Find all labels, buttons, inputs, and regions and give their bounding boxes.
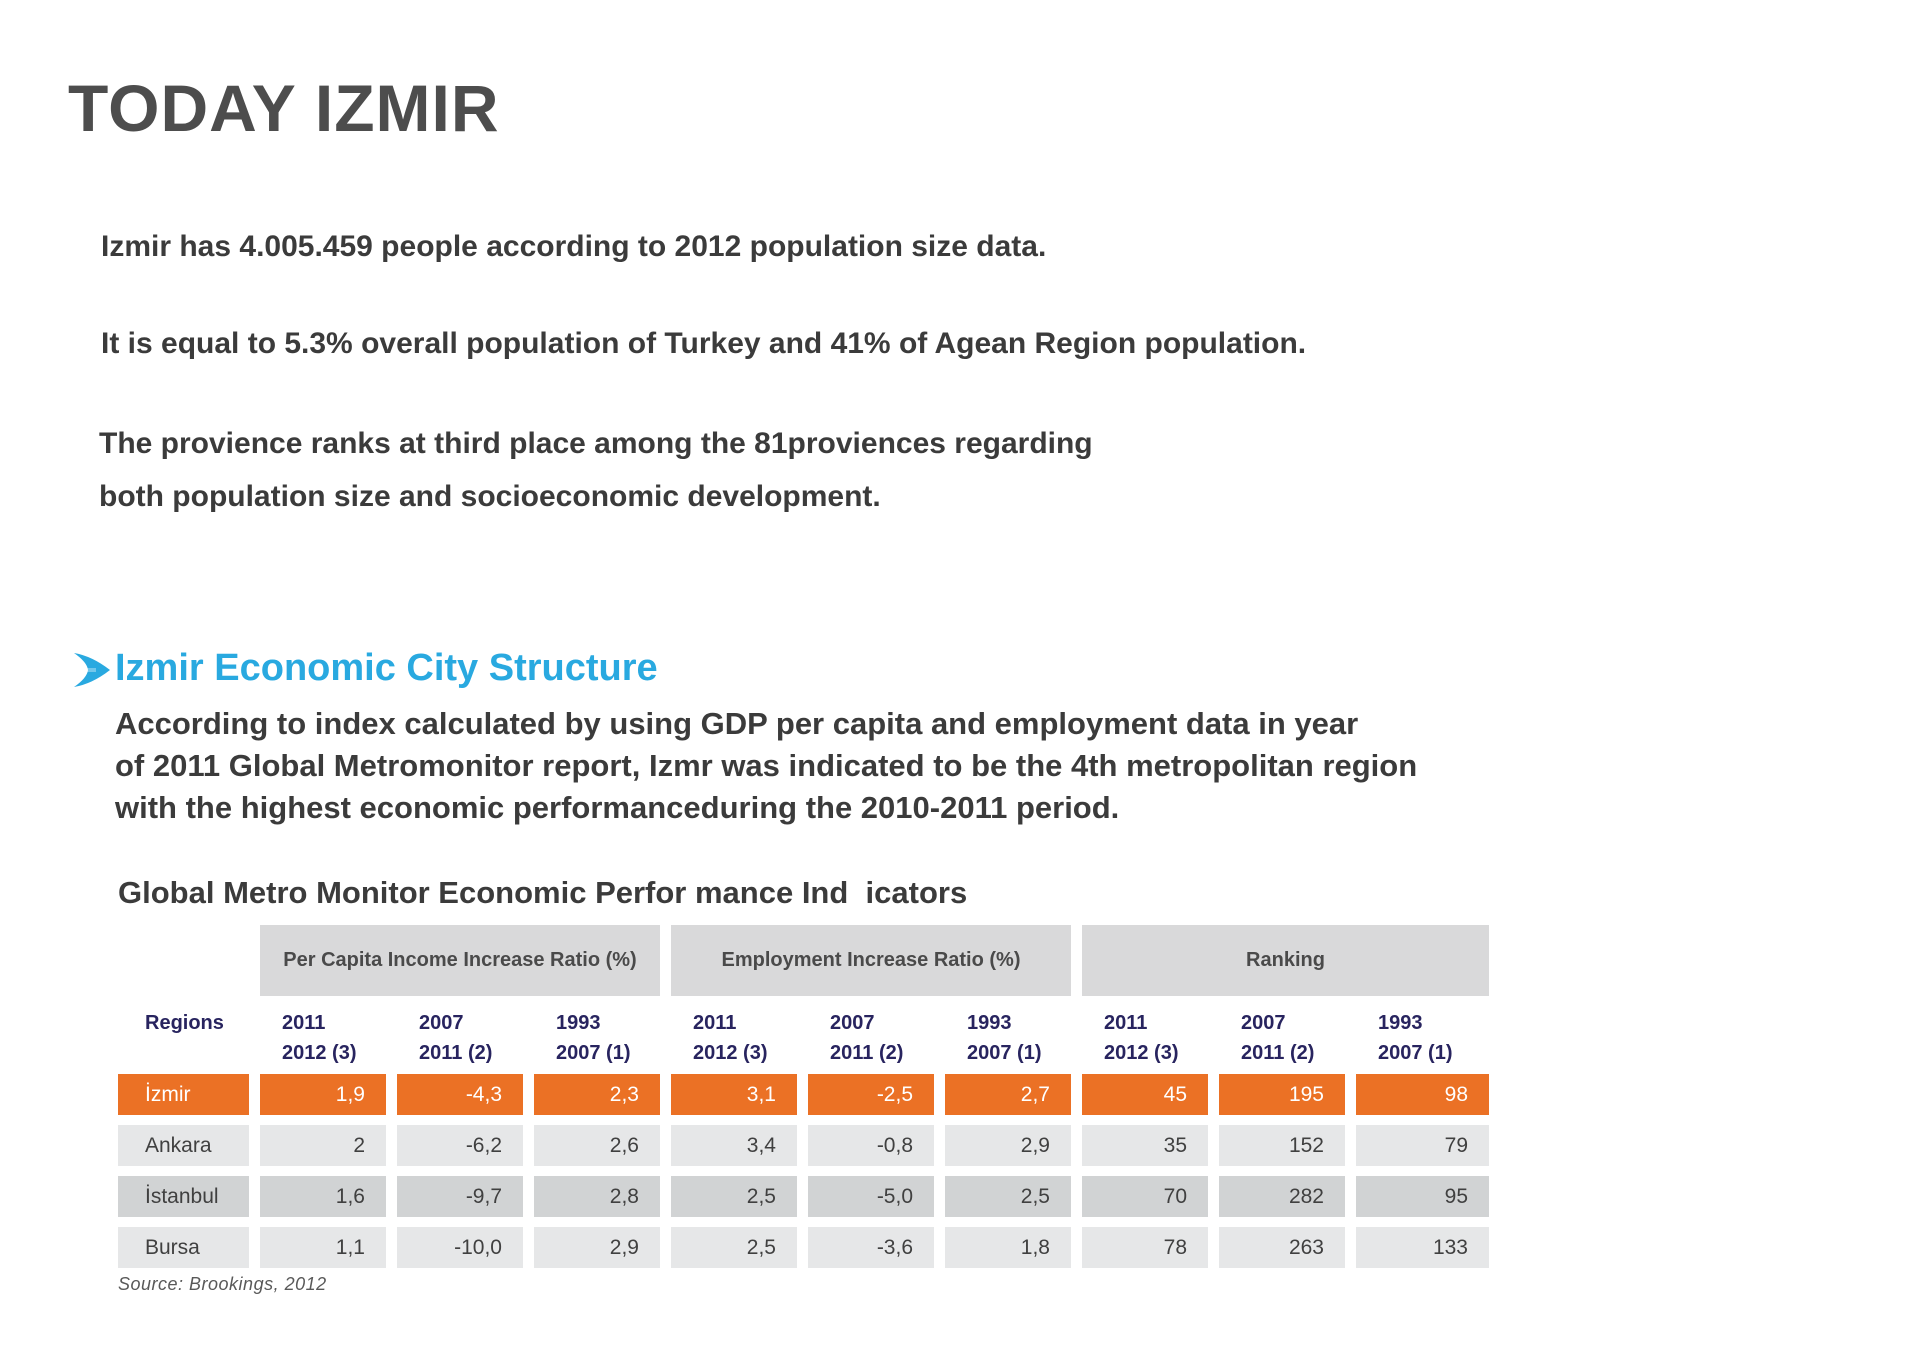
- value-cell: 95: [1356, 1176, 1489, 1217]
- value-cell: -0,8: [808, 1125, 934, 1166]
- region-cell: Ankara: [118, 1125, 249, 1166]
- column-header-line: 2011: [1104, 1012, 1148, 1034]
- column-header-line: 2007 (1): [1378, 1042, 1453, 1064]
- column-header: 2011 2012 (3): [260, 1008, 386, 1068]
- intro-ranking-line: The provience ranks at third place among…: [99, 427, 1093, 460]
- column-header: 1993 2007 (1): [945, 1008, 1071, 1068]
- arrow-right-icon: [74, 653, 110, 687]
- column-header-line: 2007 (1): [556, 1042, 631, 1064]
- section-body-text: According to index calculated by using G…: [115, 703, 1417, 829]
- column-header-line: 1993: [556, 1012, 601, 1034]
- column-header: 2007 2011 (2): [397, 1008, 523, 1068]
- page-title: TODAY IZMIR: [68, 71, 500, 145]
- value-cell: 45: [1082, 1074, 1208, 1115]
- column-header-line: 2011 (2): [419, 1042, 493, 1064]
- value-cell: -10,0: [397, 1227, 523, 1268]
- value-cell: 78: [1082, 1227, 1208, 1268]
- value-cell: 2: [260, 1125, 386, 1166]
- value-cell: 2,6: [534, 1125, 660, 1166]
- value-cell: -4,3: [397, 1074, 523, 1115]
- intro-share-text: It is equal to 5.3% overall population o…: [101, 327, 1307, 360]
- value-cell: 2,5: [671, 1176, 797, 1217]
- section-body-line: with the highest economic performancedur…: [115, 790, 1120, 825]
- group-header-ranking: Ranking: [1082, 925, 1489, 996]
- column-header: 2011 2012 (3): [671, 1008, 797, 1068]
- group-header-employment: Employment Increase Ratio (%): [671, 925, 1071, 996]
- table-title: Global Metro Monitor Economic Perfor man…: [118, 875, 968, 910]
- column-header-line: 2007: [419, 1012, 464, 1034]
- column-header-line: 2011: [693, 1012, 737, 1034]
- intro-ranking-line: both population size and socioeconomic d…: [99, 480, 881, 513]
- value-cell: 152: [1219, 1125, 1345, 1166]
- value-cell: 98: [1356, 1074, 1489, 1115]
- value-cell: 1,6: [260, 1176, 386, 1217]
- intro-population-text: Izmir has 4.005.459 people according to …: [101, 230, 1047, 263]
- column-header-line: 2007 (1): [967, 1042, 1042, 1064]
- value-cell: 2,8: [534, 1176, 660, 1217]
- column-header: 1993 2007 (1): [1356, 1008, 1489, 1068]
- value-cell: 3,1: [671, 1074, 797, 1115]
- table-row-istanbul: İstanbul 1,6 -9,7 2,8 2,5 -5,0 2,5 70 28…: [118, 1176, 1489, 1217]
- column-header-line: 1993: [967, 1012, 1012, 1034]
- value-cell: 79: [1356, 1125, 1489, 1166]
- column-header-line: 1993: [1378, 1012, 1423, 1034]
- value-cell: -5,0: [808, 1176, 934, 1217]
- table-column-header-row: Regions 2011 2012 (3) 2007 2011 (2) 1993 20…: [118, 1008, 1489, 1068]
- region-cell: Bursa: [118, 1227, 249, 1268]
- column-header-line: 2011: [282, 1012, 326, 1034]
- column-header: 2007 2011 (2): [808, 1008, 934, 1068]
- section-body-line: According to index calculated by using G…: [115, 706, 1359, 741]
- section-heading: Izmir Economic City Structure: [115, 647, 658, 689]
- value-cell: -9,7: [397, 1176, 523, 1217]
- column-header: 2007 2011 (2): [1219, 1008, 1345, 1068]
- table-row-izmir: İzmir 1,9 -4,3 2,3 3,1 -2,5 2,7 45 195 9…: [118, 1074, 1489, 1115]
- value-cell: 2,3: [534, 1074, 660, 1115]
- value-cell: 1,1: [260, 1227, 386, 1268]
- column-header-line: 2007: [1241, 1012, 1286, 1034]
- region-cell: İzmir: [118, 1074, 249, 1115]
- regions-column-header: Regions: [145, 1012, 224, 1034]
- group-header-per-capita-income: Per Capita Income Increase Ratio (%): [260, 925, 660, 996]
- table-source: Source: Brookings, 2012: [118, 1274, 327, 1294]
- column-header-line: 2012 (3): [693, 1042, 768, 1064]
- value-cell: -2,5: [808, 1074, 934, 1115]
- value-cell: 2,7: [945, 1074, 1071, 1115]
- value-cell: 35: [1082, 1125, 1208, 1166]
- table-row-ankara: Ankara 2 -6,2 2,6 3,4 -0,8 2,9 35 152 79: [118, 1125, 1489, 1166]
- region-cell: İstanbul: [118, 1176, 249, 1217]
- column-header: 2011 2012 (3): [1082, 1008, 1208, 1068]
- value-cell: 2,9: [534, 1227, 660, 1268]
- value-cell: 282: [1219, 1176, 1345, 1217]
- value-cell: 133: [1356, 1227, 1489, 1268]
- value-cell: 2,5: [671, 1227, 797, 1268]
- table-group-header-row: Per Capita Income Increase Ratio (%) Emp…: [118, 925, 1489, 996]
- value-cell: -6,2: [397, 1125, 523, 1166]
- value-cell: 70: [1082, 1176, 1208, 1217]
- column-header-line: 2012 (3): [282, 1042, 357, 1064]
- value-cell: 263: [1219, 1227, 1345, 1268]
- value-cell: 3,4: [671, 1125, 797, 1166]
- value-cell: 2,5: [945, 1176, 1071, 1217]
- column-header-line: 2011 (2): [830, 1042, 904, 1064]
- table-row-bursa: Bursa 1,1 -10,0 2,9 2,5 -3,6 1,8 78 263 …: [118, 1227, 1489, 1268]
- value-cell: 1,8: [945, 1227, 1071, 1268]
- column-header: 1993 2007 (1): [534, 1008, 660, 1068]
- column-header-line: 2011 (2): [1241, 1042, 1315, 1064]
- column-header-line: 2007: [830, 1012, 875, 1034]
- value-cell: 2,9: [945, 1125, 1071, 1166]
- intro-ranking-text: The provience ranks at third place among…: [99, 417, 1093, 523]
- value-cell: 1,9: [260, 1074, 386, 1115]
- section-body-line: of 2011 Global Metromonitor report, Izmr…: [115, 748, 1418, 783]
- value-cell: -3,6: [808, 1227, 934, 1268]
- column-header-line: 2012 (3): [1104, 1042, 1179, 1064]
- value-cell: 195: [1219, 1074, 1345, 1115]
